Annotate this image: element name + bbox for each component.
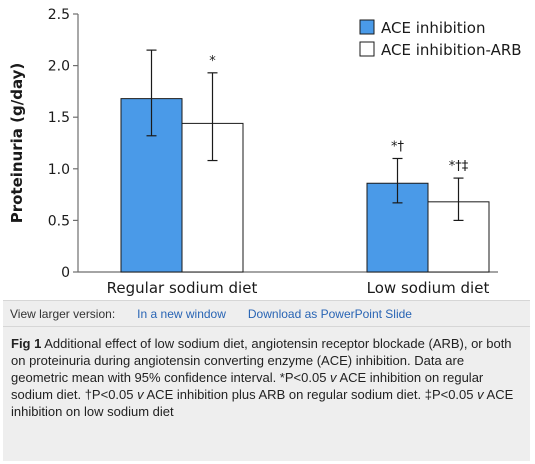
- open-new-window-link[interactable]: In a new window: [137, 306, 226, 321]
- caption-versus-1: v: [330, 370, 337, 385]
- legend-swatch: [359, 41, 375, 57]
- legend-label: ACE inhibition: [381, 19, 486, 37]
- significance-marker: *†: [391, 139, 405, 154]
- caption-text-3: ACE inhibition plus ARB on regular sodiu…: [143, 387, 478, 402]
- figure-label: Fig 1: [11, 336, 42, 351]
- bar-ace-inhibition-arb: [427, 201, 490, 273]
- significance-marker: *: [209, 54, 216, 69]
- caption-text-4: ACE inhibition on low sodium diet: [11, 387, 514, 419]
- caption-versus-3: v: [477, 387, 484, 402]
- y-tick-label: 2.5: [48, 7, 70, 23]
- y-axis-label: Proteinuria (g/day): [8, 63, 26, 224]
- x-category-label: Low sodium diet: [367, 279, 490, 297]
- figure-caption: Fig 1 Additional effect of low sodium di…: [3, 327, 530, 461]
- y-tick-label: 0: [61, 265, 70, 281]
- view-larger-label: View larger version:: [10, 306, 116, 321]
- y-tick-label: 1.5: [48, 110, 70, 126]
- bar-chart: 0 0.5 1.0 1.5 2.0 2.5 Proteinuria (g/day) Regu…: [8, 7, 522, 297]
- caption-versus-2: v: [137, 387, 144, 402]
- view-larger-bar: View larger version: In a new window Dow…: [3, 300, 530, 327]
- legend-swatch: [359, 19, 375, 35]
- chart-area: 0 0.5 1.0 1.5 2.0 2.5 Proteinuria (g/day) Regu…: [8, 7, 522, 297]
- y-tick-label: 1.0: [48, 162, 70, 178]
- y-tick-label: 0.5: [48, 213, 70, 229]
- download-powerpoint-link[interactable]: Download as PowerPoint Slide: [247, 306, 412, 321]
- legend-label: ACE inhibition-ARB: [381, 41, 522, 59]
- y-tick-label: 2.0: [48, 59, 70, 75]
- caption-text-1: Additional effect of low sodium diet, an…: [11, 336, 512, 385]
- x-category-label: Regular sodium diet: [107, 279, 258, 297]
- caption-text-2: ACE inhibition on regular sodium diet. †…: [11, 370, 484, 402]
- significance-marker: *†‡: [449, 159, 469, 174]
